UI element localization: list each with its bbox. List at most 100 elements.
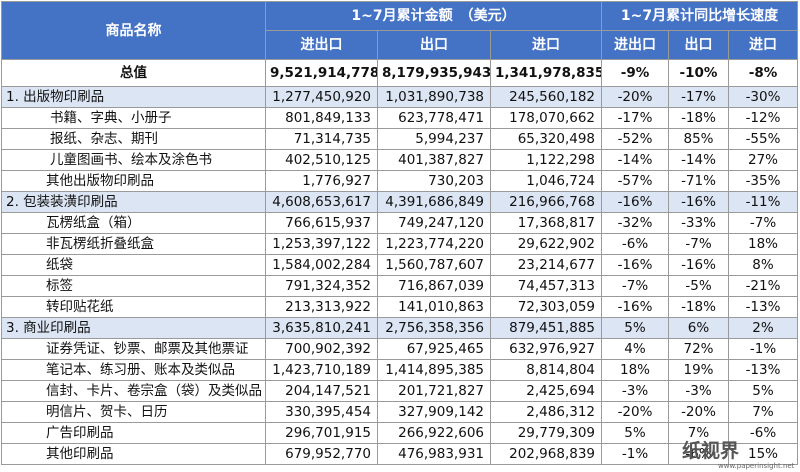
growth-export: -7% bbox=[668, 233, 730, 255]
value-import: 245,560,182 bbox=[489, 86, 603, 108]
growth-export: -18% bbox=[668, 296, 730, 318]
table-row: 儿童图画书、绘本及涂色书 402,510,125 401,387,827 1,122,… bbox=[1, 149, 799, 171]
value-export: 623,778,471 bbox=[377, 107, 491, 129]
growth-total: -9% bbox=[601, 59, 670, 87]
value-import: 8,814,804 bbox=[489, 359, 603, 381]
growth-export: -20% bbox=[668, 401, 730, 423]
growth-total: -32% bbox=[601, 212, 670, 234]
value-total: 700,902,392 bbox=[265, 338, 378, 360]
table-row: 明信片、贺卡、日历 330,395,454 327,909,142 2,486,312… bbox=[1, 401, 799, 423]
growth-import: 15% bbox=[728, 443, 799, 465]
growth-total: -17% bbox=[601, 107, 670, 129]
value-total: 1,584,002,284 bbox=[265, 254, 378, 276]
value-total: 213,313,922 bbox=[265, 296, 378, 318]
value-export: 730,203 bbox=[377, 170, 491, 192]
table-row: 总值 9,521,914,778 8,179,935,943 1,341,978,83… bbox=[1, 59, 799, 87]
value-total: 1,253,397,122 bbox=[265, 233, 378, 255]
growth-export: -3% bbox=[668, 380, 730, 402]
value-total: 1,776,927 bbox=[265, 170, 378, 192]
growth-total: -1% bbox=[601, 443, 670, 465]
value-total: 71,314,735 bbox=[265, 128, 378, 150]
value-export: 1,560,787,607 bbox=[377, 254, 491, 276]
row-name: 报纸、杂志、期刊 bbox=[1, 128, 266, 150]
growth-export: -18% bbox=[668, 107, 730, 129]
row-name: 儿童图画书、绘本及涂色书 bbox=[1, 149, 266, 171]
growth-total: 4% bbox=[601, 338, 670, 360]
row-name: 总值 bbox=[1, 59, 266, 87]
growth-import: 8% bbox=[728, 254, 799, 276]
growth-import: -1% bbox=[728, 338, 799, 360]
row-name: 证券凭证、钞票、邮票及其他票证 bbox=[1, 338, 266, 360]
value-total: 801,849,133 bbox=[265, 107, 378, 129]
growth-total: 5% bbox=[601, 317, 670, 339]
growth-total: 5% bbox=[601, 422, 670, 444]
header-amount-import: 进口 bbox=[489, 30, 603, 60]
value-import: 65,320,498 bbox=[489, 128, 603, 150]
table-row: 其他印刷品 679,952,770 476,983,931 202,968,839 -1… bbox=[1, 443, 799, 465]
growth-import: -30% bbox=[728, 86, 799, 108]
growth-export: 72% bbox=[668, 338, 730, 360]
growth-total: 18% bbox=[601, 359, 670, 381]
value-import: 2,425,694 bbox=[489, 380, 603, 402]
growth-total: -7% bbox=[601, 275, 670, 297]
table-row: 证券凭证、钞票、邮票及其他票证 700,902,392 67,925,465 632,… bbox=[1, 338, 799, 360]
value-export: 5,994,237 bbox=[377, 128, 491, 150]
value-import: 1,122,298 bbox=[489, 149, 603, 171]
value-export: 4,391,686,849 bbox=[377, 191, 491, 213]
table-body: 总值 9,521,914,778 8,179,935,943 1,341,978,83… bbox=[1, 59, 799, 465]
table-row: 瓦楞纸盒（箱） 766,615,937 749,247,120 17,368,817-… bbox=[1, 212, 799, 234]
growth-import: -13% bbox=[728, 359, 799, 381]
growth-total: -16% bbox=[601, 296, 670, 318]
value-import: 2,486,312 bbox=[489, 401, 603, 423]
value-export: 266,922,606 bbox=[377, 422, 491, 444]
growth-export: -16% bbox=[668, 191, 730, 213]
header-growth-import: 进口 bbox=[728, 30, 799, 60]
value-import: 29,622,902 bbox=[489, 233, 603, 255]
growth-export: 6% bbox=[668, 317, 730, 339]
value-export: 476,983,931 bbox=[377, 443, 491, 465]
growth-export: 7% bbox=[668, 422, 730, 444]
growth-total: -20% bbox=[601, 401, 670, 423]
value-import: 74,457,313 bbox=[489, 275, 603, 297]
row-name: 其他出版物印刷品 bbox=[1, 170, 266, 192]
growth-total: -52% bbox=[601, 128, 670, 150]
value-import: 216,966,768 bbox=[489, 191, 603, 213]
table-row: 2. 包装装潢印刷品 4,608,653,617 4,391,686,849 216,… bbox=[1, 191, 799, 213]
growth-import: -35% bbox=[728, 170, 799, 192]
row-name: 3. 商业印刷品 bbox=[1, 317, 266, 339]
row-name: 明信片、贺卡、日历 bbox=[1, 401, 266, 423]
value-total: 402,510,125 bbox=[265, 149, 378, 171]
value-total: 679,952,770 bbox=[265, 443, 378, 465]
row-name: 非瓦楞纸折叠纸盒 bbox=[1, 233, 266, 255]
growth-total: -20% bbox=[601, 86, 670, 108]
header-growth-group: 1~7月累计同比增长速度 bbox=[601, 1, 799, 31]
growth-import: 5% bbox=[728, 380, 799, 402]
value-export: 141,010,863 bbox=[377, 296, 491, 318]
header-row-sub: 进出口 出口 进口 进出口 出口 进口 bbox=[2, 30, 799, 60]
table-row: 3. 商业印刷品 3,635,810,241 2,756,358,356 879,45… bbox=[1, 317, 799, 339]
growth-import: -21% bbox=[728, 275, 799, 297]
value-total: 791,324,352 bbox=[265, 275, 378, 297]
value-import: 72,303,059 bbox=[489, 296, 603, 318]
value-total: 4,608,653,617 bbox=[265, 191, 378, 213]
value-export: 8,179,935,943 bbox=[377, 59, 491, 87]
value-import: 879,451,885 bbox=[489, 317, 603, 339]
growth-import: -55% bbox=[728, 128, 799, 150]
value-export: 67,925,465 bbox=[377, 338, 491, 360]
growth-import: -12% bbox=[728, 107, 799, 129]
value-import: 1,046,724 bbox=[489, 170, 603, 192]
watermark-url: www.paperinsight.net bbox=[718, 462, 795, 470]
row-name: 书籍、字典、小册子 bbox=[1, 107, 266, 129]
growth-import: -7% bbox=[728, 212, 799, 234]
row-name: 转印贴花纸 bbox=[1, 296, 266, 318]
header-row-top: 商品名称 1~7月累计金额 （美元） 1~7月累计同比增长速度 bbox=[1, 1, 799, 60]
header-amount-group: 1~7月累计金额 （美元） bbox=[264, 1, 603, 31]
table-row: 信封、卡片、卷宗盒（袋）及类似品 204,147,521 201,721,827 2,… bbox=[1, 380, 799, 402]
growth-export: 85% bbox=[668, 128, 730, 150]
growth-export: -17% bbox=[668, 86, 730, 108]
growth-export: -33% bbox=[668, 212, 730, 234]
value-import: 23,214,677 bbox=[489, 254, 603, 276]
growth-export: -16% bbox=[668, 254, 730, 276]
row-name: 其他印刷品 bbox=[1, 443, 266, 465]
